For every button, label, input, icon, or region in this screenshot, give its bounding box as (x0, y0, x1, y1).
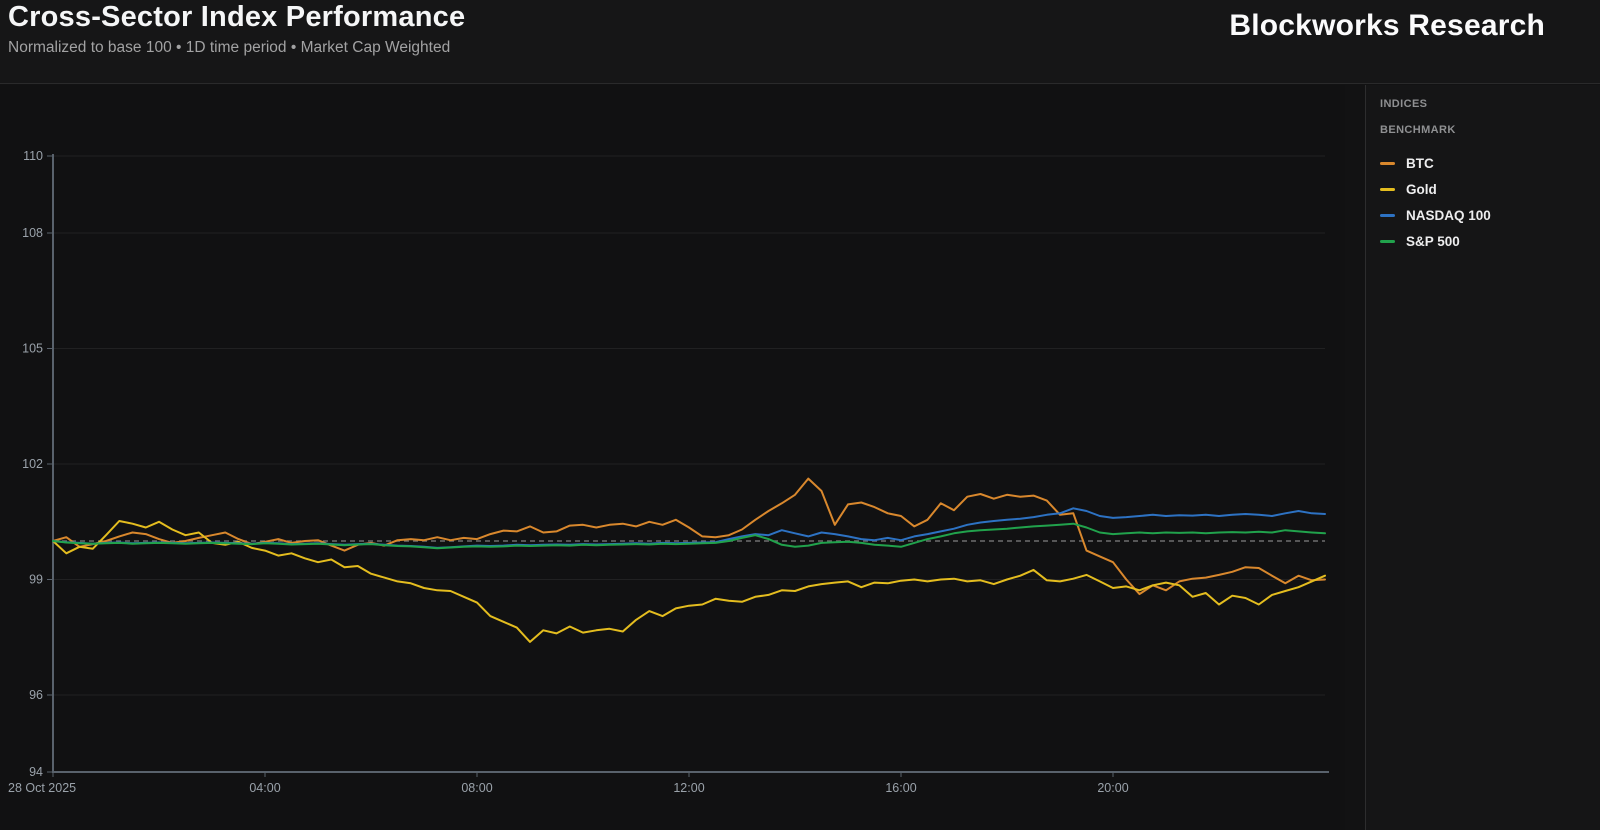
svg-text:04:00: 04:00 (249, 781, 280, 795)
legend-item-sp500[interactable]: S&P 500 (1380, 228, 1600, 254)
legend-swatch-btc (1380, 161, 1395, 165)
page-subtitle: Normalized to base 100 • 1D time period … (8, 39, 451, 56)
legend-label-sp500: S&P 500 (1406, 233, 1460, 249)
series-line-btc (52, 477, 1326, 596)
brand-logo: Blockworks Research (1229, 9, 1545, 42)
svg-text:96: 96 (29, 688, 43, 702)
legend-item-gold[interactable]: Gold (1380, 176, 1600, 202)
legend-items: BTC Gold NASDAQ 100 S&P 500 (1380, 150, 1600, 254)
legend-item-btc[interactable]: BTC (1380, 150, 1600, 176)
legend-label-nasdaq: NASDAQ 100 (1406, 207, 1491, 223)
svg-text:99: 99 (29, 573, 43, 587)
series-line-gold (52, 520, 1326, 643)
svg-text:105: 105 (22, 342, 43, 356)
legend-item-nasdaq[interactable]: NASDAQ 100 (1380, 202, 1600, 228)
legend-swatch-nasdaq (1380, 213, 1395, 217)
svg-text:12:00: 12:00 (673, 781, 704, 795)
svg-text:108: 108 (22, 226, 43, 240)
series-line-s-p-500 (52, 522, 1326, 550)
svg-text:102: 102 (22, 457, 43, 471)
svg-text:110: 110 (23, 149, 43, 163)
legend-label-btc: BTC (1406, 155, 1434, 171)
chart-area[interactable]: 110 108 105 102 99 96 94 28 Oct 2025 04:00 08:00 1… (0, 85, 1345, 830)
svg-text:20:00: 20:00 (1097, 781, 1128, 795)
page-title: Cross-Sector Index Performance (8, 1, 466, 33)
svg-text:16:00: 16:00 (885, 781, 916, 795)
legend-swatch-sp500 (1380, 239, 1395, 243)
legend-heading-benchmark: BENCHMARK (1380, 124, 1456, 136)
page-header: Cross-Sector Index Performance Normalize… (0, 0, 1600, 84)
legend-panel: INDICES BENCHMARK BTC Gold NASDAQ 100 S&P 5… (1365, 85, 1600, 830)
legend-swatch-gold (1380, 187, 1395, 191)
svg-text:28 Oct 2025: 28 Oct 2025 (8, 781, 76, 795)
svg-text:94: 94 (29, 765, 43, 779)
svg-text:08:00: 08:00 (461, 781, 492, 795)
legend-heading-indices: INDICES (1380, 98, 1428, 110)
performance-chart[interactable]: 110 108 105 102 99 96 94 28 Oct 2025 04:00 08:00 1… (0, 85, 1345, 830)
legend-label-gold: Gold (1406, 181, 1437, 197)
